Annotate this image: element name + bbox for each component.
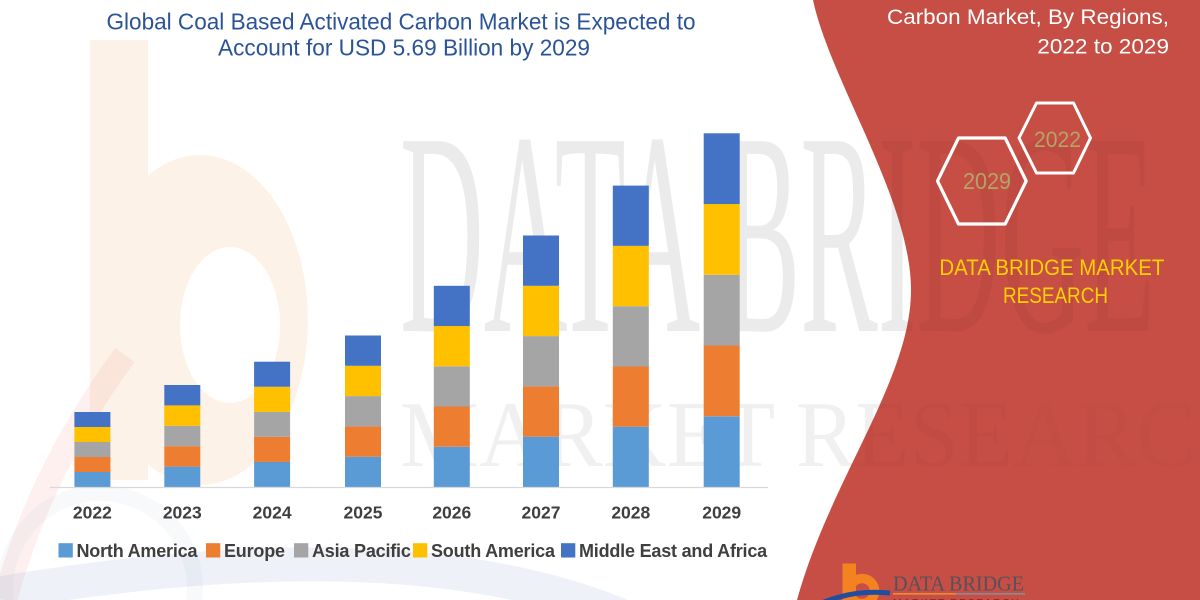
svg-text:2022: 2022 (73, 502, 112, 522)
svg-text:Middle East and Africa: Middle East and Africa (579, 541, 768, 561)
svg-text:2024: 2024 (253, 502, 292, 522)
svg-text:RESEARCH: RESEARCH (1003, 283, 1108, 308)
svg-text:2022 to 2029: 2022 to 2029 (1037, 35, 1169, 59)
svg-text:2029: 2029 (963, 168, 1011, 194)
svg-text:Carbon Market, By Regions,: Carbon Market, By Regions, (887, 5, 1169, 29)
svg-text:Account for USD 5.69 Billion b: Account for USD 5.69 Billion by 2029 (218, 34, 590, 60)
svg-text:Global Coal Based Activated Ca: Global Coal Based Activated Carbon Marke… (107, 8, 696, 34)
svg-text:2022: 2022 (1034, 127, 1081, 152)
svg-text:MARKET RESEARCH: MARKET RESEARCH (893, 597, 1020, 600)
svg-text:2026: 2026 (432, 502, 471, 522)
svg-text:2025: 2025 (344, 502, 383, 522)
svg-text:DATA BRIDGE MARKET: DATA BRIDGE MARKET (939, 255, 1164, 280)
svg-text:Asia Pacific: Asia Pacific (312, 541, 411, 561)
svg-text:2027: 2027 (522, 502, 561, 522)
svg-text:North America: North America (77, 541, 199, 561)
svg-text:2023: 2023 (163, 502, 202, 522)
svg-text:Europe: Europe (224, 541, 285, 561)
svg-text:2028: 2028 (611, 502, 650, 522)
svg-text:2029: 2029 (702, 502, 741, 522)
svg-text:South America: South America (431, 541, 556, 561)
svg-text:DATA BRIDGE: DATA BRIDGE (893, 572, 1024, 596)
